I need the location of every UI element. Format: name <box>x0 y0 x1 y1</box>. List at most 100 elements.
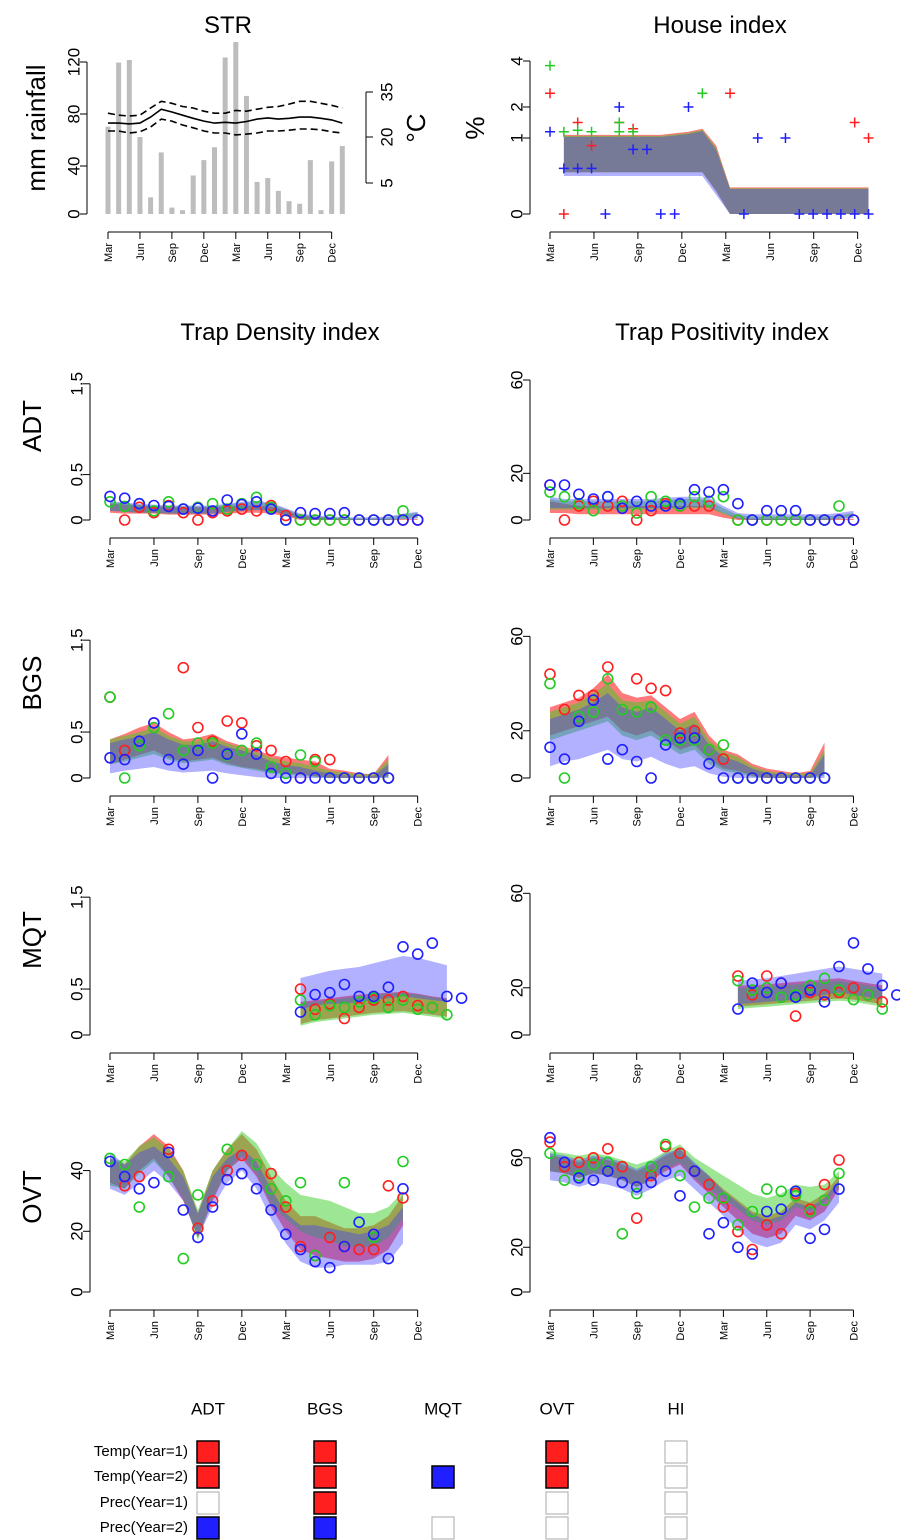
str-rain-bar <box>265 178 271 214</box>
bgs-positivity-point-blue <box>789 772 802 784</box>
str-rain-bar <box>222 57 228 214</box>
bgs-density-point-blue <box>221 748 233 760</box>
mqt-positivity-x-tick-label: Mar <box>545 1064 557 1083</box>
mqt-density-x-tick-label: Dec <box>413 1064 425 1084</box>
bgs-positivity-x-tick-label: Jun <box>762 807 774 825</box>
mqt-positivity-point-red <box>847 981 860 994</box>
section-title-density: Trap Density index <box>180 319 379 346</box>
adt-positivity-x-tick-label: Sep <box>632 549 644 569</box>
bgs-density-point-blue <box>309 772 321 784</box>
ovt-density-point-blue <box>382 1252 395 1265</box>
ovt-positivity-x-tick-label: Sep <box>805 1321 817 1341</box>
ovt-density-point-green <box>367 1231 380 1244</box>
bgs-density-point-green <box>177 744 190 757</box>
bgs-density-x-tick-label: Dec <box>413 807 425 827</box>
house-index-point-red <box>725 88 736 99</box>
bgs-density-point-green <box>133 739 146 752</box>
house-index-point-blue <box>558 163 569 174</box>
mqt-positivity-point-blue <box>876 979 889 992</box>
mqt-density-point-blue <box>397 940 409 953</box>
house-index-point-blue <box>822 209 832 219</box>
adt-density-point-green <box>397 505 409 517</box>
str-x-tick-label: Jun <box>135 243 147 261</box>
str-rain-bar <box>318 210 324 214</box>
bgs-density-point-blue <box>338 772 351 784</box>
bgs-density-point-red <box>221 715 233 727</box>
ovt-positivity-point-green <box>645 1160 657 1173</box>
adt-positivity-point-blue <box>775 504 788 517</box>
covariate-col-header: ADT <box>191 1399 225 1418</box>
house-index-point-blue <box>669 209 680 219</box>
mqt-positivity-point-green <box>760 981 773 994</box>
ovt-positivity-point-green <box>804 1205 816 1218</box>
band-layer <box>110 128 883 1268</box>
bgs-density-point-red <box>236 717 248 729</box>
mqt-density-point-red <box>411 999 424 1012</box>
bgs-positivity-point-red <box>587 689 600 702</box>
ovt-positivity-point-green <box>688 1201 701 1213</box>
bgs-positivity-point-red <box>573 689 585 702</box>
bgs-positivity-point-green <box>717 739 730 751</box>
adt-density-point-blue <box>411 514 424 526</box>
adt-density-point-green <box>294 514 307 526</box>
mqt-positivity-y-tick-label: 60 <box>507 884 526 903</box>
adt-positivity-point-green <box>833 500 845 512</box>
adt-density-x-tick-label: Dec <box>413 549 425 569</box>
bgs-density-point-green <box>309 755 321 768</box>
house-index-x-tick-label: Sep <box>809 243 821 263</box>
bgs-density-x-tick-label: Sep <box>193 807 205 827</box>
adt-density-x-tick-label: Dec <box>237 549 249 569</box>
ovt-density-point-green <box>309 1249 321 1262</box>
adt-density-point-blue <box>265 503 277 515</box>
mqt-positivity-y-tick-label: 0 <box>507 1030 526 1039</box>
ovt-positivity-point-green <box>558 1174 571 1186</box>
house-index-x-tick-label: Mar <box>721 243 733 262</box>
ovt-positivity-point-green <box>703 1192 715 1204</box>
mqt-positivity-point-red <box>732 970 744 982</box>
str-y-tick-label: 80 <box>64 105 83 124</box>
ovt-density-y-tick-label: 20 <box>67 1222 86 1241</box>
bgs-positivity-point-blue <box>688 732 701 744</box>
ovt-positivity-point-blue <box>573 1172 585 1184</box>
adt-density-point-red <box>192 514 204 526</box>
adt-positivity-point-blue <box>717 483 730 496</box>
bgs-density-point-green <box>192 737 204 749</box>
bgs-positivity-point-red <box>674 727 686 739</box>
ovt-positivity-point-red <box>818 1178 831 1191</box>
adt-positivity-point-blue <box>703 486 715 498</box>
adt-positivity-point-blue <box>558 479 571 491</box>
ovt-density-point-blue <box>221 1173 233 1186</box>
adt-positivity-x-tick-label: Jun <box>762 549 774 567</box>
str-rain-bar <box>158 152 164 214</box>
mqt-density-point-red <box>353 1001 365 1014</box>
bgs-positivity-point-blue <box>573 715 585 728</box>
adt-density-point-blue <box>206 505 219 517</box>
covariate-cell-empty <box>664 1465 688 1489</box>
house-index-point-red <box>586 140 597 151</box>
adt-positivity-point-green <box>544 486 556 498</box>
ovt-density-band-green <box>110 1131 403 1247</box>
covariate-cell-blue <box>431 1465 455 1489</box>
bgs-density-row-label: BGS <box>17 656 47 711</box>
adt-positivity-point-blue <box>746 514 759 526</box>
bgs-density-point-blue <box>279 772 292 784</box>
bgs-density-y-tick-label: 0 <box>67 773 86 782</box>
adt-density-point-blue <box>382 514 395 526</box>
adt-positivity-point-green <box>688 490 701 503</box>
ovt-positivity-point-blue <box>645 1176 657 1189</box>
mqt-positivity-point-blue <box>891 989 900 1001</box>
ovt-positivity-point-blue <box>601 1165 614 1177</box>
bgs-positivity-point-green <box>616 703 629 716</box>
adt-positivity-x-tick-label: Mar <box>718 549 730 568</box>
ovt-density-point-blue <box>397 1183 409 1195</box>
mqt-density-point-blue <box>353 990 365 1003</box>
house-index-point-green <box>614 126 625 137</box>
str-x-tick-label: Jun <box>263 243 275 261</box>
mqt-positivity-point-blue <box>732 1003 744 1015</box>
mqt-positivity-point-red <box>818 989 831 1001</box>
adt-density-point-blue <box>148 499 160 512</box>
covariate-cell-white <box>545 1516 569 1540</box>
str-x-tick-label: Mar <box>231 243 243 262</box>
house-index-point-blue <box>835 209 846 219</box>
adt-positivity-point-red <box>558 514 571 526</box>
